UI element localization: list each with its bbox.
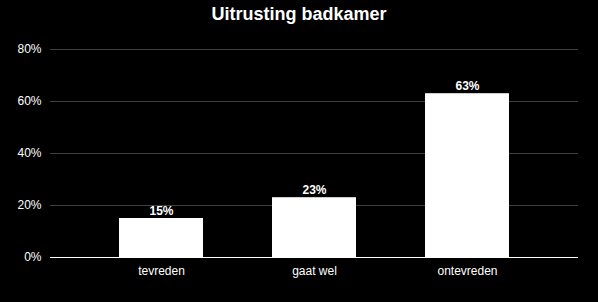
- svg-text:80%: 80%: [17, 42, 41, 56]
- svg-text:63%: 63%: [455, 79, 479, 93]
- svg-text:gaat wel: gaat wel: [292, 264, 337, 278]
- svg-text:ontevreden: ontevreden: [437, 264, 497, 278]
- html-text:Uitrusting badkamer: Uitrusting badkamer: [211, 4, 387, 24]
- svg-text:40%: 40%: [17, 146, 41, 160]
- svg-text:0%: 0%: [24, 250, 42, 264]
- svg-text:15%: 15%: [149, 204, 173, 218]
- svg-text:23%: 23%: [302, 183, 326, 197]
- svg-text:20%: 20%: [17, 198, 41, 212]
- svg-text:60%: 60%: [17, 94, 41, 108]
- svg-text:tevreden: tevreden: [138, 264, 185, 278]
